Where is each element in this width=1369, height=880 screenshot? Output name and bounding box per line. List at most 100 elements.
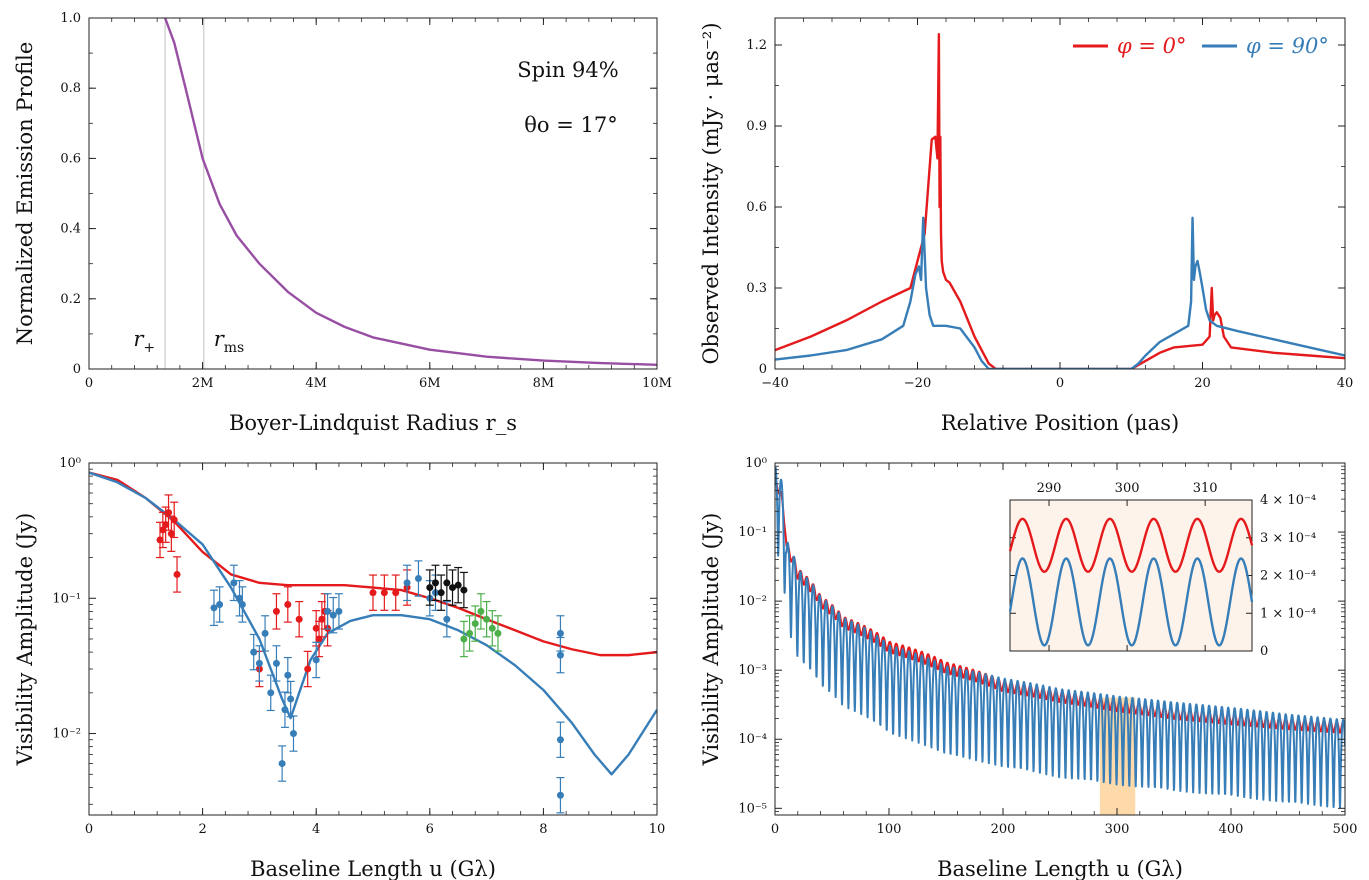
data-point: [281, 706, 289, 714]
y-tick-label: 0.3: [746, 281, 767, 296]
inset-y-tick-label: 1 × 10⁻⁴: [1260, 606, 1316, 621]
x-tick-label: 6: [426, 822, 434, 837]
data-point: [287, 695, 295, 703]
x-tick-label: 6M: [419, 376, 441, 391]
x-axis-label: Boyer-Lindquist Radius r_s: [229, 411, 517, 435]
data-point: [312, 656, 320, 664]
data-point: [471, 620, 479, 628]
y-tick-label: 0: [759, 362, 767, 377]
y-tick-label: 10⁰: [59, 456, 81, 471]
y-tick-label: 10⁰: [745, 456, 767, 471]
data-point: [431, 579, 439, 587]
visibility-line-1: [775, 466, 1345, 809]
legend-label-1: φ = 90°: [1246, 34, 1329, 58]
x-tick-label: 10: [649, 822, 666, 837]
plot-area: [163, 18, 657, 369]
x-tick-label: 8M: [533, 376, 555, 391]
inset-y-tick-label: 0: [1260, 644, 1268, 659]
intensity-line-0: [775, 33, 1345, 369]
data-point: [466, 629, 474, 637]
y-axis-label: Observed Intensity (mJy · μas⁻²): [699, 22, 723, 364]
data-point: [556, 651, 564, 659]
emission-profile-line: [163, 18, 657, 366]
data-point: [494, 629, 502, 637]
plot-area: [89, 471, 657, 814]
data-point: [278, 760, 286, 768]
data-point: [165, 509, 173, 517]
x-tick-label: 4M: [305, 376, 327, 391]
data-point: [312, 624, 320, 632]
plot-area: [775, 466, 1345, 815]
r-plus-label: r+: [133, 327, 155, 356]
data-point: [261, 629, 269, 637]
y-tick-label: 1.2: [746, 38, 767, 53]
x-axis-label: Relative Position (μas): [941, 411, 1179, 435]
y-tick-label: 0.6: [60, 151, 81, 166]
data-point: [556, 629, 564, 637]
data-point: [335, 607, 343, 615]
x-tick-label: 20: [1194, 376, 1211, 391]
x-tick-label: −40: [761, 376, 788, 391]
inset-line-1: [1008, 557, 1254, 647]
panel-top-left: r+ rms Spin 94% θo = 17° 0 2M 4M 6M 8M 10M 0 0.2 0.4…: [13, 11, 672, 435]
inset-frame: [1009, 499, 1253, 652]
inclination-annotation: θo = 17°: [524, 113, 617, 137]
data-point: [295, 615, 303, 623]
y-tick-label: 10⁻¹: [738, 525, 767, 540]
inset-panel: 290 300 310 0 1 × 10⁻⁴ 2 × 10⁻⁴ 3 × 10⁻⁴ 4 × 10…: [1008, 481, 1316, 659]
panel-bottom-right: 290 300 310 0 1 × 10⁻⁴ 2 × 10⁻⁴ 3 × 10⁻⁴ 4 × 10…: [699, 456, 1357, 880]
x-tick-label: 4: [312, 822, 320, 837]
y-tick-label: 10⁻³: [738, 663, 767, 678]
y-tick-label: 10⁻¹: [52, 591, 81, 606]
y-tick-label: 0.6: [746, 200, 767, 215]
x-tick-label: 0: [771, 822, 779, 837]
data-point: [162, 521, 170, 529]
data-point: [167, 530, 175, 538]
y-tick-label: 0.2: [60, 292, 81, 307]
legend: φ = 0° φ = 90°: [1073, 34, 1329, 58]
data-point: [556, 736, 564, 744]
data-point: [170, 516, 178, 524]
inset-x-tick-label: 310: [1193, 481, 1218, 496]
x-tick-label: 200: [991, 822, 1016, 837]
x-tick-label: 8: [539, 822, 547, 837]
data-point: [159, 526, 167, 534]
y-axis-label: Normalized Emission Profile: [13, 42, 37, 346]
data-point: [236, 594, 244, 602]
x-axis-label: Baseline Length u (Gλ): [937, 857, 1183, 880]
panel-top-right: φ = 0° φ = 90° −40 −20 0 20 40 0 0.3 0.6 0.9 1.2 Rel…: [699, 17, 1353, 435]
data-point: [284, 671, 292, 679]
y-tick-label: 1.0: [60, 11, 81, 26]
data-point: [477, 607, 485, 615]
data-point: [414, 575, 422, 583]
inset-line-0: [1008, 517, 1254, 573]
inset-x-tick-label: 290: [1037, 481, 1062, 496]
y-axis-label: Visibility Amplitude (Jy): [699, 513, 723, 767]
r-ms-label: rms: [214, 327, 245, 356]
data-point: [250, 648, 258, 656]
data-point: [460, 586, 468, 594]
data-point: [267, 689, 275, 697]
x-tick-label: 0: [85, 376, 93, 391]
data-point: [449, 584, 457, 592]
x-tick-label: 10M: [642, 376, 672, 391]
intensity-line-1: [775, 216, 1345, 369]
data-point: [329, 611, 337, 619]
data-point: [156, 536, 164, 544]
x-tick-label: 0: [1056, 376, 1064, 391]
inset-y-tick-label: 4 × 10⁻⁴: [1260, 493, 1316, 508]
data-point: [454, 581, 462, 589]
data-point: [284, 600, 292, 608]
x-tick-label: 2: [198, 822, 206, 837]
inset-x-tick-label: 300: [1115, 481, 1140, 496]
data-point: [304, 665, 312, 673]
data-point: [210, 604, 218, 612]
y-tick-label: 10⁻²: [52, 727, 81, 742]
plot-frame: [774, 462, 1346, 816]
y-axis-label: Visibility Amplitude (Jy): [13, 513, 37, 767]
data-point: [272, 659, 280, 667]
data-point: [173, 570, 181, 578]
data-point: [216, 600, 224, 608]
data-point: [488, 624, 496, 632]
y-tick-label: 0.4: [60, 222, 81, 237]
